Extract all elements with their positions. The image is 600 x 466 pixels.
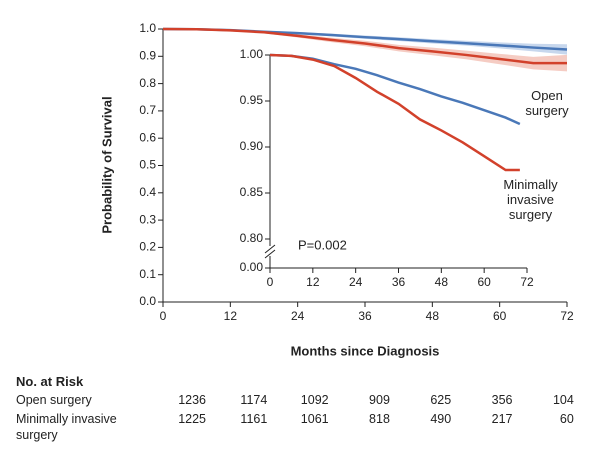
risk-count: 1174: [240, 393, 268, 407]
survival-line: [162, 27, 567, 65]
x-tick-label: 60: [477, 275, 491, 289]
x-tick-label: 72: [560, 309, 574, 323]
risk-count: 60: [559, 412, 574, 426]
risk-title: No. at Risk: [16, 374, 84, 389]
y-tick-label: 0.0: [139, 294, 156, 308]
risk-count: 818: [369, 412, 390, 426]
x-tick-label: 48: [435, 275, 449, 289]
risk-row-label: Open surgery: [16, 393, 92, 407]
y-tick-label: 0.80: [240, 231, 264, 245]
risk-count: 1061: [300, 412, 329, 426]
y-tick-label: 0.95: [240, 93, 264, 107]
series-label: Minimally invasive surgery: [503, 177, 558, 222]
risk-count: 909: [369, 393, 390, 407]
y-tick-label: 0.1: [139, 267, 156, 281]
y-tick-label: 1.00: [240, 47, 264, 61]
y-tick-label: 0.4: [139, 185, 156, 199]
survival-line: [269, 53, 520, 172]
y-axis-label: Probability of Survival: [99, 96, 114, 233]
risk-row-label: Minimally invasive surgery: [16, 412, 117, 442]
risk-table: No. at Risk Open surgery 1236 1174 1092 909 62…: [0, 372, 600, 466]
survival-line: [269, 53, 521, 126]
x-tick-label: 0: [160, 309, 167, 323]
risk-count: 1236: [178, 393, 206, 407]
y-tick-label: 0.8: [139, 76, 156, 90]
series-label-box: Open surgery: [525, 88, 569, 118]
x-tick-label: 72: [520, 275, 534, 289]
survival-line: [162, 27, 568, 51]
x-tick-label: 0: [267, 275, 274, 289]
chart: Probability of Survival Months since Dia…: [99, 21, 574, 358]
risk-count: 1092: [300, 393, 329, 407]
risk-count: 104: [552, 393, 574, 407]
y-tick-label: 0.85: [240, 185, 264, 199]
axis-break: [264, 249, 276, 259]
risk-count: 356: [491, 393, 513, 407]
risk-count: 1225: [178, 412, 206, 426]
annotation: P=0.002: [298, 237, 347, 252]
y-tick-label: 0.7: [139, 103, 156, 117]
x-tick-label: 12: [306, 275, 320, 289]
series-label-box: Minimally invasive surgery: [503, 177, 558, 222]
x-tick-label: 12: [224, 309, 238, 323]
risk-count: 490: [430, 412, 452, 426]
y-tick-label: 0.6: [139, 130, 156, 144]
confidence-band: [163, 29, 567, 55]
y-tick-label: 0.00: [240, 260, 264, 274]
y-tick-label: 0.9: [139, 48, 156, 62]
confidence-band: [163, 29, 567, 72]
x-tick-label: 48: [426, 309, 440, 323]
x-tick-label: 24: [349, 275, 363, 289]
y-tick-label: 0.2: [139, 240, 156, 254]
x-tick-label: 36: [358, 309, 372, 323]
x-tick-label: 36: [392, 275, 406, 289]
series-label: Open surgery: [525, 88, 569, 118]
risk-count: 217: [491, 412, 513, 426]
y-tick-label: 0.3: [139, 212, 156, 226]
y-tick-label: 0.90: [240, 139, 264, 153]
x-tick-label: 24: [291, 309, 305, 323]
risk-count: 625: [430, 393, 452, 407]
y-tick-label: 1.0: [139, 21, 156, 35]
y-tick-label: 0.5: [139, 158, 156, 172]
x-tick-label: 60: [493, 309, 507, 323]
axis-break: [264, 244, 276, 254]
risk-count: 1161: [240, 412, 268, 426]
x-axis-label: Months since Diagnosis: [291, 343, 440, 358]
